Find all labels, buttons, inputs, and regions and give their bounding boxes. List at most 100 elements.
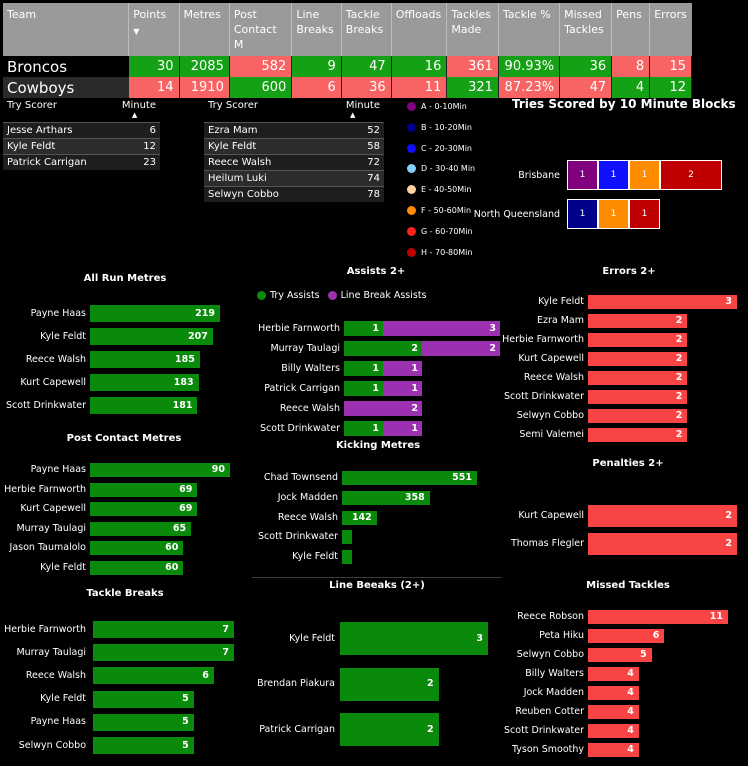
bar[interactable]: 69 (90, 482, 198, 497)
bar-line-break-assists[interactable]: 1 (383, 421, 422, 436)
tries-block-segment[interactable]: 1 (567, 160, 598, 190)
legend-item[interactable]: H - 70-80Min (407, 247, 472, 257)
bar[interactable]: 2 (588, 505, 737, 527)
bar[interactable]: 181 (90, 397, 198, 414)
bar[interactable]: 2 (340, 667, 439, 701)
table-row[interactable]: Selwyn Cobbo 78 (204, 186, 384, 202)
table-row[interactable]: Kyle Feldt 58 (204, 138, 384, 155)
summary-col-tackle-breaks[interactable]: Tackle Breaks (341, 3, 392, 56)
summary-col-offloads[interactable]: Offloads (391, 3, 448, 56)
bar[interactable]: 11 (588, 610, 728, 624)
bar[interactable]: 5 (93, 737, 194, 754)
tries-block-segment[interactable]: 2 (660, 160, 722, 190)
bar-try-assists[interactable]: 2 (344, 341, 422, 356)
legend-item[interactable]: C - 20-30Min (407, 143, 472, 153)
sort-ascending-icon[interactable]: ▲ (131, 111, 138, 119)
bar[interactable]: 2 (588, 428, 688, 442)
summary-col-points[interactable]: Points ▼ (128, 3, 180, 56)
summary-col-team[interactable]: Team (3, 3, 130, 56)
summary-col-post-contact-m[interactable]: Post Contact M (229, 3, 293, 56)
bar-line-break-assists[interactable]: 1 (383, 381, 422, 396)
legend-label[interactable]: Try Assists (270, 290, 320, 301)
bar[interactable]: 60 (90, 560, 184, 575)
tries-block-segment[interactable]: 1 (629, 160, 660, 190)
legend-item[interactable]: F - 50-60Min (407, 206, 471, 215)
bar[interactable]: 4 (588, 705, 639, 719)
tries-block-segment[interactable]: 1 (567, 199, 598, 229)
col-try-scorer[interactable]: Try Scorer (208, 100, 258, 111)
bar[interactable]: 5 (588, 648, 652, 662)
legend-item[interactable]: G - 60-70Min (407, 226, 473, 236)
bar[interactable]: 69 (90, 502, 198, 516)
table-row[interactable]: Ezra Mam 52 (204, 122, 384, 139)
bar[interactable]: 65 (90, 521, 192, 536)
bar[interactable]: 60 (90, 541, 184, 555)
bar[interactable]: 5 (93, 713, 194, 731)
bar-try-assists[interactable]: 1 (344, 321, 383, 336)
bar[interactable]: 6 (93, 667, 214, 685)
bar[interactable]: 3 (340, 622, 488, 655)
bar[interactable] (342, 550, 352, 565)
summary-col-line-breaks[interactable]: Line Breaks (291, 3, 342, 56)
bar[interactable]: 551 (342, 471, 477, 485)
bar[interactable]: 90 (90, 463, 230, 477)
bar-try-assists[interactable]: 1 (344, 421, 383, 436)
legend-item[interactable]: B - 10-20Min (407, 122, 472, 132)
legend-item[interactable]: E - 40-50Min (407, 185, 471, 195)
bar-line-break-assists[interactable]: 1 (383, 361, 422, 376)
bar[interactable] (342, 530, 352, 545)
summary-col-metres[interactable]: Metres (179, 3, 230, 56)
bar[interactable]: 5 (93, 690, 194, 708)
tries-block-segment[interactable]: 1 (598, 199, 629, 229)
bar[interactable]: 142 (342, 510, 377, 525)
bar[interactable]: 4 (588, 724, 639, 738)
table-row[interactable]: Heilum Luki 74 (204, 170, 384, 187)
summary-col-tackles-made[interactable]: Tackles Made (446, 3, 499, 56)
table-row[interactable]: Patrick Carrigan 23 (3, 154, 160, 170)
summary-col-tackle-[interactable]: Tackle % (498, 3, 561, 56)
bar[interactable]: 2 (588, 390, 688, 404)
bar[interactable]: 358 (342, 490, 430, 505)
bar-category-label: Payne Haas (30, 464, 86, 475)
bar[interactable]: 7 (93, 644, 234, 662)
bar-line-break-assists[interactable]: 2 (344, 401, 422, 416)
legend-label[interactable]: Line Break Assists (340, 290, 427, 301)
bar[interactable]: 185 (90, 351, 200, 368)
bar-line-break-assists[interactable]: 3 (383, 321, 500, 336)
bar[interactable]: 4 (588, 743, 639, 757)
bar[interactable]: 6 (588, 629, 665, 643)
bar-line-break-assists[interactable]: 2 (422, 341, 500, 356)
summary-col-errors[interactable]: Errors (649, 3, 692, 56)
col-minute[interactable]: Minute ▲ (321, 100, 384, 123)
bar-category-label: Brendan Piakura (257, 678, 335, 689)
bar[interactable]: 2 (588, 533, 737, 555)
bar[interactable]: 183 (90, 374, 199, 391)
sort-ascending-icon[interactable]: ▲ (349, 111, 356, 119)
summary-col-missed-tackles[interactable]: Missed Tackles (559, 3, 613, 56)
bar[interactable]: 2 (588, 371, 688, 385)
bar[interactable]: 2 (340, 713, 439, 746)
table-row[interactable]: Jesse Arthars 6 (3, 122, 160, 139)
summary-col-pens[interactable]: Pens (611, 3, 651, 56)
col-try-scorer[interactable]: Try Scorer (7, 100, 57, 111)
bar[interactable]: 4 (588, 667, 639, 681)
table-row[interactable]: Kyle Feldt 12 (3, 138, 160, 155)
bar[interactable]: 3 (588, 295, 737, 309)
bar[interactable]: 4 (588, 686, 639, 700)
bar[interactable]: 2 (588, 314, 688, 328)
bar[interactable]: 219 (90, 305, 220, 322)
table-row[interactable]: Reece Walsh 72 (204, 154, 384, 171)
bar[interactable]: 2 (588, 333, 688, 347)
legend-item[interactable]: D - 30-40 Min (407, 164, 475, 174)
tries-block-segment[interactable]: 1 (629, 199, 660, 229)
bar-try-assists[interactable]: 1 (344, 381, 383, 396)
sort-descending-icon[interactable]: ▼ (133, 27, 140, 36)
tries-block-segment[interactable]: 1 (598, 160, 629, 190)
bar[interactable]: 2 (588, 352, 688, 366)
bar[interactable]: 7 (93, 621, 234, 638)
bar-try-assists[interactable]: 1 (344, 361, 383, 376)
bar[interactable]: 207 (90, 328, 213, 345)
legend-item[interactable]: A - 0-10Min (407, 102, 467, 111)
bar[interactable]: 2 (588, 409, 688, 423)
col-minute[interactable]: Minute ▲ (109, 100, 160, 123)
